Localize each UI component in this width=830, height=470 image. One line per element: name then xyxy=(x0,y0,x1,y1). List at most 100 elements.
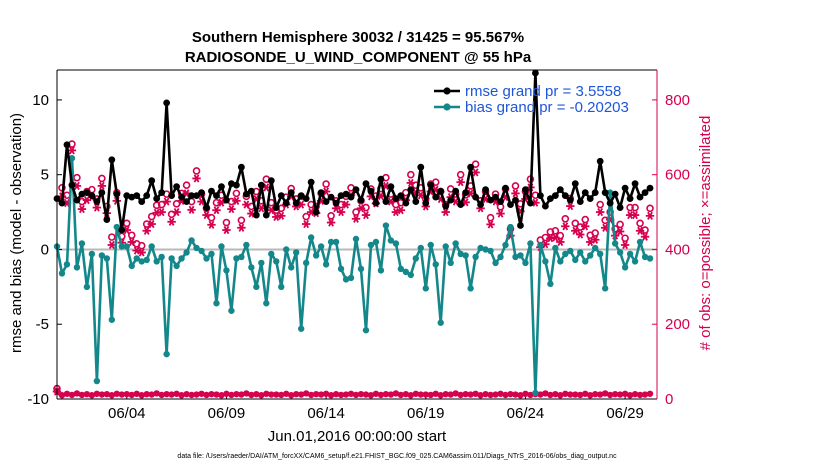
obs-possible-point xyxy=(636,219,644,228)
obs-assimilated-point-stroke xyxy=(64,199,70,208)
obs-count-bottom-point xyxy=(512,391,519,398)
rmse-point xyxy=(198,189,205,197)
rmse-point xyxy=(621,184,629,192)
obs-assimilated-point-stroke xyxy=(188,205,195,214)
rmse-point xyxy=(447,196,455,204)
rmse-point xyxy=(472,193,480,201)
bias-point xyxy=(78,240,86,247)
bias-point xyxy=(557,258,564,265)
obs-assimilated-point-stroke xyxy=(233,196,240,205)
rmse-point xyxy=(118,226,126,234)
obs-count-bottom-point xyxy=(98,391,106,398)
rmse-point xyxy=(242,190,250,198)
obs-assimilated-point-stroke xyxy=(358,204,364,213)
bias-point xyxy=(68,155,76,162)
obs-assimilated-point xyxy=(127,237,136,247)
obs-possible-point xyxy=(237,216,246,225)
bias-point xyxy=(243,241,250,249)
obs-count-bottom-point xyxy=(73,390,81,397)
rmse-point xyxy=(397,192,405,200)
obs-assimilated-point-stroke xyxy=(552,233,559,242)
obs-count-bottom-point xyxy=(118,391,125,398)
obs-assimilated-point-stroke xyxy=(98,181,105,190)
obs-count-bottom-point xyxy=(452,390,459,397)
bias-point xyxy=(447,259,454,267)
rmse-point xyxy=(402,199,410,207)
obs-assimilated-point-stroke xyxy=(193,174,200,183)
rmse-point xyxy=(208,187,215,195)
obs-count-bottom-point xyxy=(243,390,250,397)
obs-assimilated-point-stroke xyxy=(243,200,250,209)
rmse-point xyxy=(387,183,395,191)
bias-point xyxy=(572,256,579,264)
obs-count-bottom-point xyxy=(422,391,429,398)
x-tick-label: 06/24 xyxy=(507,405,545,422)
rmse-point xyxy=(68,181,76,189)
obs-count-bottom-point xyxy=(108,392,116,399)
obs-count-bottom-point xyxy=(497,390,504,397)
obs-assimilated-point-stroke xyxy=(467,189,474,198)
bias-point xyxy=(273,258,280,265)
rmse-point xyxy=(257,181,265,189)
rmse-point xyxy=(317,189,325,197)
obs-count-bottom-point xyxy=(517,392,524,399)
obs-assimilated-point xyxy=(167,217,176,226)
rmse-point xyxy=(287,189,295,197)
bias-point xyxy=(382,222,390,229)
y-axis-label: rmse and bias (model - observation) xyxy=(8,113,25,353)
obs-count-bottom-point xyxy=(641,391,649,398)
bias-point xyxy=(457,250,464,258)
rmse-point xyxy=(347,193,355,201)
rmse-point xyxy=(497,198,504,206)
bias-point xyxy=(621,264,629,271)
obs-count-bottom-point xyxy=(158,391,165,399)
rmse-point xyxy=(561,192,569,200)
obs-assimilated-point xyxy=(356,204,366,213)
bias-point xyxy=(228,307,235,314)
bias-point xyxy=(163,350,170,358)
bias-point xyxy=(497,253,504,261)
bias-point xyxy=(253,283,260,291)
obs-possible-point xyxy=(322,180,330,188)
x-tick-label: 06/14 xyxy=(307,405,345,422)
bias-point xyxy=(507,223,514,231)
bias-point xyxy=(397,265,405,273)
bias-point xyxy=(372,238,380,246)
obs-assimilated-point xyxy=(566,201,575,211)
rmse-point xyxy=(247,187,255,195)
obs-assimilated-point xyxy=(157,207,166,217)
obs-possible-point xyxy=(431,178,440,186)
bias-point xyxy=(108,316,116,323)
obs-possible-point xyxy=(596,200,604,209)
obs-assimilated-point-stroke xyxy=(128,237,135,247)
obs-count-bottom-point xyxy=(302,390,310,397)
y2-tick-label: 800 xyxy=(665,92,690,109)
rmse-point xyxy=(427,181,435,189)
bias-point xyxy=(312,252,320,259)
bias-point xyxy=(133,255,140,262)
obs-count-bottom-point xyxy=(248,391,255,399)
rmse-point xyxy=(163,99,171,107)
obs-count-bottom-point xyxy=(407,392,415,399)
obs-count-bottom-point xyxy=(198,390,205,397)
obs-possible-point xyxy=(147,212,156,221)
obs-assimilated-point-stroke xyxy=(602,223,609,232)
obs-assimilated-point xyxy=(147,219,156,229)
obs-count-bottom-point xyxy=(288,392,295,399)
obs-possible-point xyxy=(546,228,555,236)
rmse-point xyxy=(422,199,430,207)
bias-point xyxy=(183,249,190,256)
obs-assimilated-point-stroke xyxy=(407,178,414,187)
obs-assimilated-point xyxy=(620,240,630,250)
legend-rmse-marker xyxy=(443,87,451,95)
chart-title: Southern Hemisphere 30032 / 31425 = 95.5… xyxy=(192,29,524,46)
bias-point xyxy=(562,250,569,258)
bias-point xyxy=(412,255,420,262)
bias-point xyxy=(402,268,410,276)
rmse-point xyxy=(631,180,639,188)
obs-assimilated-point-stroke xyxy=(457,178,464,187)
rmse-point xyxy=(581,189,589,197)
obs-possible-point xyxy=(407,170,415,179)
obs-possible-point xyxy=(456,170,465,179)
obs-assimilated-point xyxy=(486,220,495,229)
